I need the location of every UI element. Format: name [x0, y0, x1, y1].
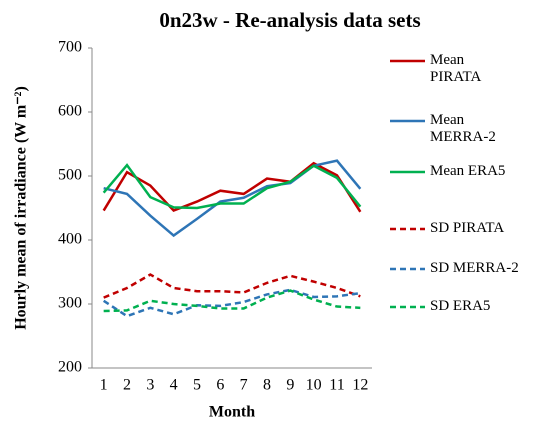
y-tick-label: 600	[58, 103, 82, 120]
x-tick-label: 1	[100, 377, 108, 394]
x-tick-label: 9	[286, 377, 294, 394]
legend-label: SD ERA5	[430, 298, 491, 314]
y-tick-label: 200	[58, 359, 82, 376]
series-line	[103, 273, 361, 299]
legend-label: Mean MERRA-2	[430, 112, 496, 145]
series-line	[103, 289, 361, 313]
y-axis-label: Hourly mean of irradiance (W m⁻²)	[13, 86, 30, 330]
x-tick-label: 12	[352, 377, 368, 394]
series-line	[103, 159, 362, 238]
legend-label: SD MERRA-2	[430, 260, 519, 276]
legend-label: Mean PIRATA	[430, 52, 482, 85]
y-tick-label: 400	[58, 231, 82, 248]
chart-title: 0n23w - Re-analysis data sets	[159, 8, 420, 32]
series-line	[102, 163, 362, 210]
y-tick-label: 700	[58, 39, 82, 56]
x-tick-label: 11	[329, 377, 344, 394]
x-tick-label: 4	[170, 377, 178, 394]
x-axis-label: Month	[209, 404, 255, 421]
y-tick-label: 300	[58, 295, 82, 312]
legend-label: Mean ERA5	[430, 163, 506, 179]
x-tick-label: 5	[193, 377, 201, 394]
x-tick-label: 3	[146, 377, 154, 394]
x-tick-label: 8	[263, 377, 271, 394]
x-tick-label: 7	[240, 377, 248, 394]
legend-label: SD PIRATA	[430, 220, 505, 236]
x-tick-label: 10	[306, 377, 322, 394]
y-tick-label: 500	[58, 167, 82, 184]
x-tick-label: 6	[216, 377, 224, 394]
series-line	[102, 288, 361, 318]
x-tick-label: 2	[123, 377, 131, 394]
